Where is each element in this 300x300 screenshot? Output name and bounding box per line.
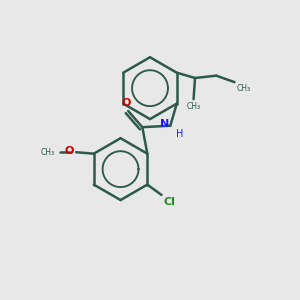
Text: CH₃: CH₃ [187,102,201,111]
Text: Cl: Cl [163,197,175,207]
Text: O: O [121,98,130,108]
Text: H: H [176,129,183,139]
Text: CH₃: CH₃ [237,84,251,93]
Text: O: O [65,146,74,156]
Text: N: N [160,119,169,129]
Text: CH₃: CH₃ [41,148,55,157]
